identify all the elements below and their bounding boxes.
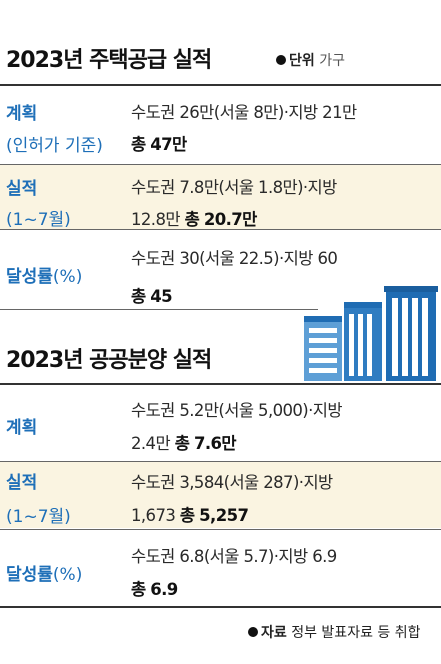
total-word: 총: [131, 135, 146, 154]
rate-label: 달성률: [6, 267, 53, 287]
s2-row-rate-total: 총 6.9: [131, 576, 178, 600]
total-prefix: 1,673: [131, 506, 176, 525]
total-prefix: 2.4만: [131, 434, 171, 453]
source-text: 정부 발표자료 등 취합: [291, 625, 421, 641]
s2-row-rate-label: 달성률(%): [6, 560, 82, 585]
total-prefix: 12.8만: [131, 210, 181, 229]
s1-row-rate-line1: 수도권 30(서울 22.5)·지방 60: [131, 249, 338, 268]
s2-row-rate-line1: 수도권 6.8(서울 5.7)·지방 6.9: [131, 547, 337, 566]
section2-title: 2023년 공공분양 실적: [6, 348, 212, 373]
building-left: [304, 316, 342, 381]
building-right: [384, 286, 438, 381]
s2-divider-1: [0, 461, 441, 462]
s2-row-plan-total: 2.4만 총 7.6만: [131, 430, 237, 454]
unit-note: 단위 가구: [276, 50, 345, 70]
source-note: 자료 정부 발표자료 등 취합: [248, 622, 421, 642]
s2-divider-2: [0, 529, 441, 530]
total-value: 20.7만: [203, 210, 257, 229]
s1-row-plan-sublabel: (인허가 기준): [6, 136, 103, 156]
rate-label: 달성률: [6, 565, 53, 585]
rate-suffix: (%): [52, 267, 83, 287]
s2-bottom-rule: [0, 606, 441, 608]
s1-row-actual-band: [0, 165, 441, 229]
total-word: 총: [131, 580, 146, 599]
s2-row-actual-label: 실적: [6, 473, 38, 493]
s2-row-actual-band: [0, 462, 441, 528]
total-value: 47만: [150, 135, 187, 154]
building-middle: [344, 302, 382, 381]
s1-row-plan-label: 계획: [6, 104, 38, 124]
s2-row-plan-line1: 수도권 5.2만(서울 5,000)·지방: [131, 401, 343, 420]
s1-row-plan-line1: 수도권 26만(서울 8만)·지방 21만: [131, 103, 357, 122]
total-value: 6.9: [150, 580, 178, 599]
rate-suffix: (%): [52, 565, 83, 585]
s2-row-actual-sublabel: (1~7월): [6, 507, 71, 527]
s2-row-actual-total: 1,673 총 5,257: [131, 502, 249, 526]
s1-row-actual-label: 실적: [6, 179, 38, 199]
buildings-icon: [304, 286, 438, 381]
total-word: 총: [174, 434, 190, 453]
total-value: 45: [150, 287, 173, 306]
total-value: 5,257: [199, 506, 249, 525]
s1-row-rate-total: 총 45: [131, 283, 173, 307]
s1-row-plan-total: 총 47만: [131, 131, 187, 155]
total-value: 7.6만: [193, 434, 237, 453]
unit-label: 단위: [289, 53, 315, 69]
s1-row-actual-total: 12.8만 총 20.7만: [131, 206, 257, 230]
s1-row-actual-sublabel: (1~7월): [6, 210, 71, 230]
total-word: 총: [184, 210, 200, 229]
total-word: 총: [179, 506, 195, 525]
bullet-dot-icon: [248, 627, 258, 637]
s1-row-actual-line1: 수도권 7.8만(서울 1.8만)·지방: [131, 178, 337, 197]
section2-top-rule: [0, 383, 441, 385]
s2-row-actual-line1: 수도권 3,584(서울 287)·지방: [131, 473, 333, 492]
s2-row-plan-label: 계획: [6, 418, 38, 438]
s1-divider-1: [0, 164, 441, 165]
section1-top-rule: [0, 84, 441, 86]
unit-value: 가구: [319, 53, 345, 69]
source-label: 자료: [261, 625, 287, 641]
total-word: 총: [131, 287, 146, 306]
section1-title: 2023년 주택공급 실적: [6, 48, 212, 73]
s1-divider-2: [0, 229, 441, 230]
s1-bottom-rule: [0, 309, 318, 310]
s1-row-rate-label: 달성률(%): [6, 262, 82, 287]
bullet-dot-icon: [276, 55, 286, 65]
